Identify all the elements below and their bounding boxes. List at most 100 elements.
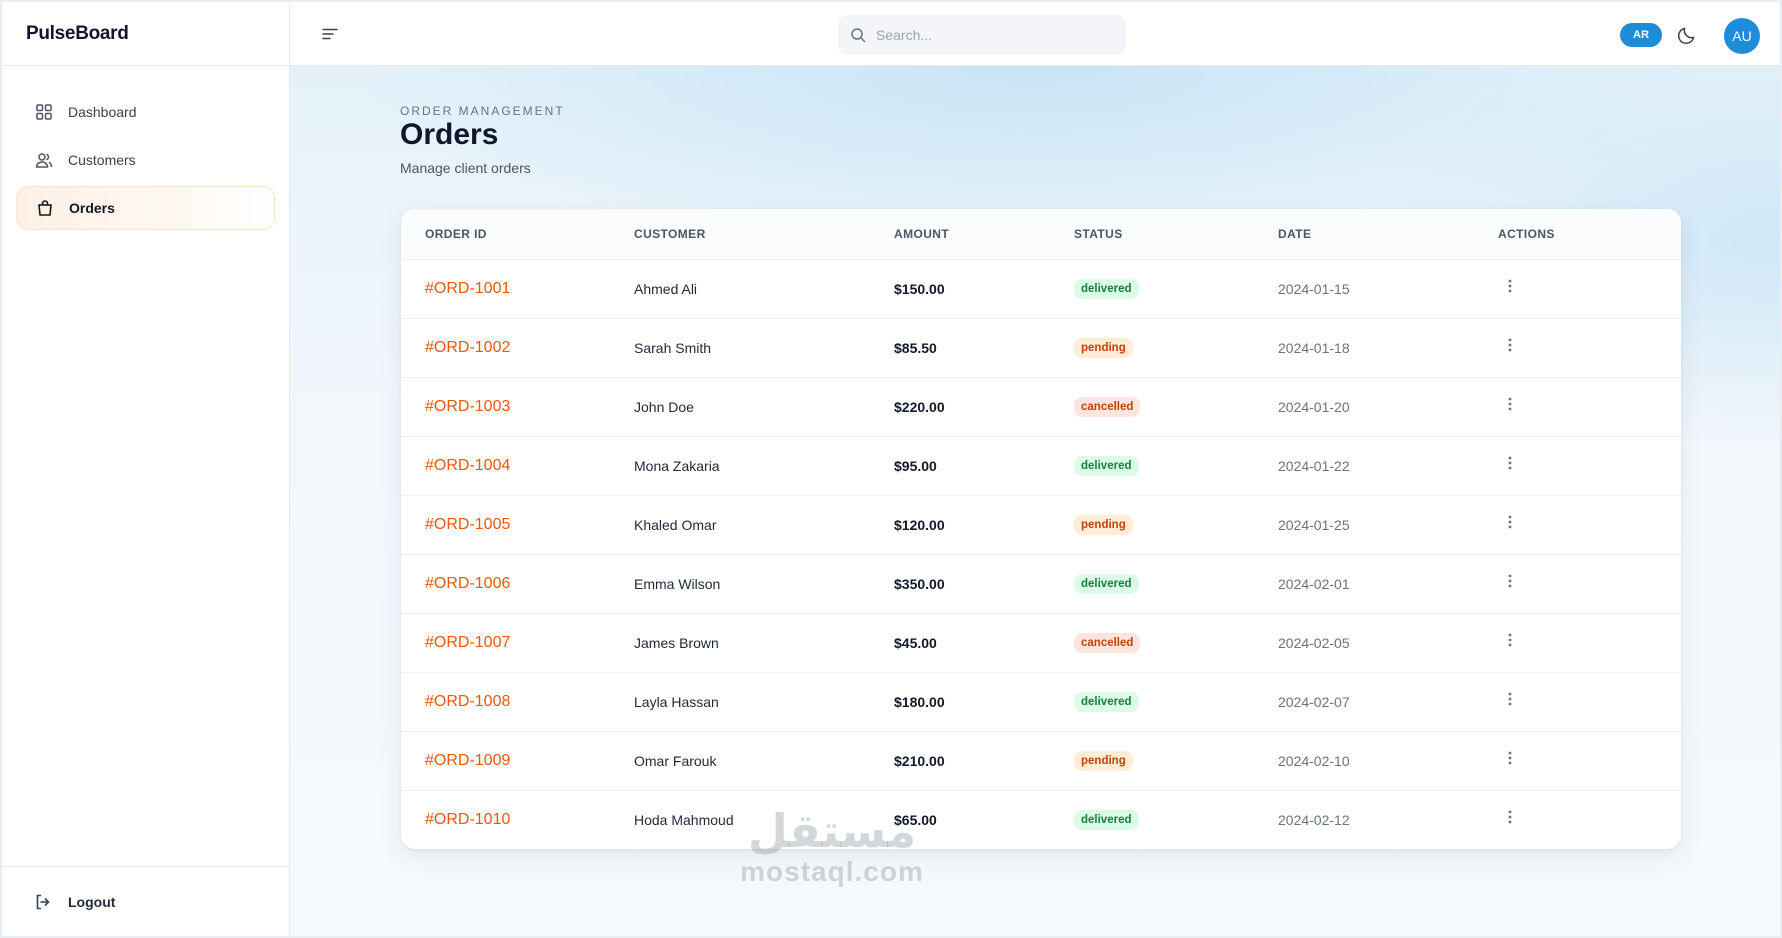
order-amount: $120.00 (894, 516, 945, 533)
sidebar-item-customers[interactable]: Customers (16, 138, 275, 182)
status-badge: cancelled (1074, 396, 1141, 417)
order-date: 2024-01-20 (1278, 398, 1350, 415)
order-date: 2024-02-10 (1278, 752, 1350, 769)
order-date: 2024-02-07 (1278, 693, 1350, 710)
customer-name: Emma Wilson (634, 575, 721, 592)
status-badge: delivered (1074, 691, 1139, 712)
status-badge: delivered (1074, 455, 1139, 476)
column-header-order-id[interactable]: ORDER ID (401, 209, 634, 260)
table-row[interactable]: #ORD-1001 Ahmed Ali $150.00 delivered 2024-0… (401, 259, 1681, 318)
order-id-link[interactable]: #ORD-1004 (425, 456, 511, 474)
table-row[interactable]: #ORD-1006 Emma Wilson $350.00 delivered 2024… (401, 554, 1681, 613)
order-id-link[interactable]: #ORD-1007 (425, 633, 511, 651)
more-vertical-icon (1508, 810, 1512, 824)
status-badge: pending (1074, 514, 1133, 535)
order-amount: $45.00 (894, 634, 937, 651)
table-row[interactable]: #ORD-1004 Mona Zakaria $95.00 delivered 2024… (401, 436, 1681, 495)
order-id-link[interactable]: #ORD-1008 (425, 692, 511, 710)
customer-name: Omar Farouk (634, 752, 717, 769)
table-row[interactable]: #ORD-1007 James Brown $45.00 cancelled 2024-… (401, 613, 1681, 672)
sidebar-item-dashboard[interactable]: Dashboard (16, 90, 275, 134)
row-actions-button[interactable] (1498, 687, 1522, 711)
more-vertical-icon (1508, 456, 1512, 469)
sidebar: PulseBoard Dashboard Custo (2, 2, 290, 936)
main-content: ORDER MANAGEMENT Orders Manage client or… (290, 66, 1780, 936)
logout-icon (34, 892, 54, 912)
menu-toggle-button[interactable] (320, 24, 340, 44)
user-avatar[interactable]: AU (1724, 18, 1760, 54)
more-vertical-icon (1508, 692, 1512, 705)
watermark-arabic: مستقل (747, 804, 917, 858)
brand-logo[interactable]: PulseBoard (2, 2, 289, 66)
page-eyebrow: ORDER MANAGEMENT (400, 104, 565, 118)
order-amount: $65.00 (894, 811, 937, 828)
row-actions-button[interactable] (1498, 510, 1522, 534)
customer-name: Ahmed Ali (634, 280, 698, 297)
status-badge: cancelled (1074, 632, 1141, 653)
sidebar-item-label: Customers (68, 152, 136, 168)
status-badge: pending (1074, 337, 1133, 358)
row-actions-button[interactable] (1498, 392, 1522, 416)
order-amount: $220.00 (894, 398, 945, 415)
row-actions-button[interactable] (1498, 628, 1522, 652)
row-actions-button[interactable] (1498, 274, 1522, 298)
more-vertical-icon (1508, 751, 1512, 764)
orders-table: ORDER ID CUSTOMER AMOUNT STATUS DATE ACT… (401, 209, 1681, 849)
column-header-actions: ACTIONS (1498, 209, 1681, 260)
theme-toggle-button[interactable] (1676, 24, 1698, 46)
order-amount: $85.50 (894, 339, 937, 356)
table-row[interactable]: #ORD-1003 John Doe $220.00 cancelled 2024-01… (401, 377, 1681, 436)
order-id-link[interactable]: #ORD-1001 (425, 279, 511, 297)
order-amount: $95.00 (894, 457, 937, 474)
page-title: Orders (400, 118, 499, 151)
sidebar-item-orders[interactable]: Orders (16, 186, 275, 230)
order-id-link[interactable]: #ORD-1002 (425, 338, 511, 356)
order-amount: $180.00 (894, 693, 945, 710)
order-id-link[interactable]: #ORD-1005 (425, 515, 511, 533)
order-id-link[interactable]: #ORD-1009 (425, 751, 511, 769)
table-row[interactable]: #ORD-1009 Omar Farouk $210.00 pending 2024-0… (401, 731, 1681, 790)
table-row[interactable]: #ORD-1008 Layla Hassan $180.00 delivered 202… (401, 672, 1681, 731)
customer-name: John Doe (634, 398, 694, 415)
order-amount: $350.00 (894, 575, 945, 592)
row-actions-button[interactable] (1498, 746, 1522, 770)
order-date: 2024-02-05 (1278, 634, 1350, 651)
grid-icon (34, 102, 54, 122)
users-icon (34, 150, 54, 170)
order-id-link[interactable]: #ORD-1003 (425, 397, 511, 415)
table-row[interactable]: #ORD-1010 Hoda Mahmoud $65.00 delivered 2024… (401, 790, 1681, 849)
order-id-link[interactable]: #ORD-1006 (425, 574, 511, 592)
column-header-amount[interactable]: AMOUNT (894, 209, 1074, 260)
row-actions-button[interactable] (1498, 569, 1522, 593)
logout-label: Logout (68, 893, 116, 910)
row-actions-button[interactable] (1498, 805, 1522, 829)
page-subtitle: Manage client orders (400, 160, 531, 176)
column-header-customer[interactable]: CUSTOMER (634, 209, 894, 260)
table-row[interactable]: #ORD-1005 Khaled Omar $120.00 pending 2024-0… (401, 495, 1681, 554)
status-badge: delivered (1074, 278, 1139, 299)
more-vertical-icon (1508, 397, 1512, 410)
column-header-status[interactable]: STATUS (1074, 209, 1278, 260)
table-row[interactable]: #ORD-1002 Sarah Smith $85.50 pending 2024-01… (401, 318, 1681, 377)
customer-name: Layla Hassan (634, 693, 719, 710)
order-date: 2024-02-01 (1278, 575, 1350, 592)
more-vertical-icon (1508, 279, 1512, 292)
more-vertical-icon (1508, 574, 1512, 587)
customer-name: Sarah Smith (634, 339, 712, 356)
status-badge: pending (1074, 750, 1133, 771)
row-actions-button[interactable] (1498, 451, 1522, 475)
row-actions-button[interactable] (1498, 333, 1522, 357)
shopping-bag-icon (35, 198, 55, 218)
sidebar-item-label: Dashboard (68, 104, 137, 120)
order-id-link[interactable]: #ORD-1010 (425, 810, 511, 828)
logout-button[interactable]: Logout (2, 866, 289, 936)
column-header-date[interactable]: DATE (1278, 209, 1498, 260)
order-amount: $210.00 (894, 752, 945, 769)
moon-icon (1678, 27, 1695, 44)
search-input[interactable] (876, 27, 1106, 43)
order-amount: $150.00 (894, 280, 945, 297)
order-date: 2024-01-25 (1278, 516, 1350, 533)
language-toggle-button[interactable]: AR (1620, 23, 1662, 47)
customer-name: Khaled Omar (634, 516, 717, 533)
